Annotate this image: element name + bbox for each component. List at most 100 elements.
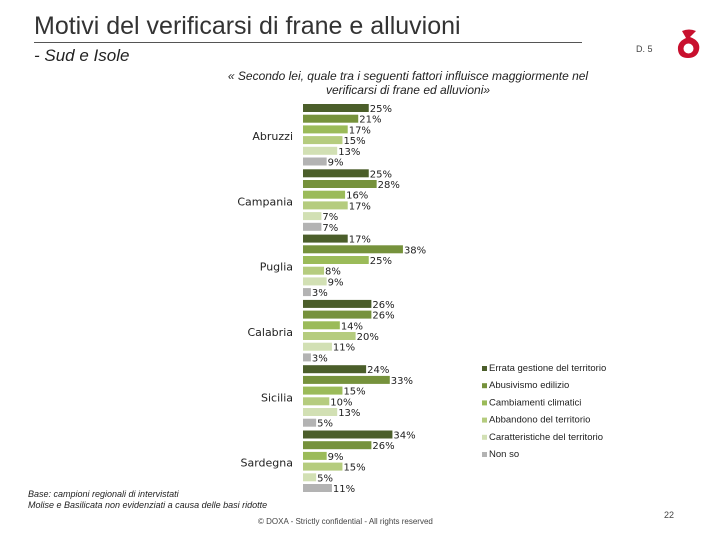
bar-abruzzi-series-4 bbox=[303, 136, 343, 145]
bar-sardegna-series-6 bbox=[303, 484, 332, 492]
data-label-puglia-series-6: 3% bbox=[312, 288, 328, 299]
bar-abruzzi-series-2 bbox=[303, 114, 359, 123]
legend-label-2: Abusivismo edilizio bbox=[489, 380, 569, 391]
data-label-puglia-series-2: 38% bbox=[404, 245, 426, 256]
data-label-campania-series-5: 7% bbox=[322, 212, 338, 223]
data-label-puglia-series-5: 9% bbox=[328, 277, 344, 288]
data-label-calabria-series-1: 26% bbox=[372, 300, 394, 311]
data-label-sardegna-series-6: 11% bbox=[333, 484, 355, 495]
data-label-sardegna-series-2: 26% bbox=[372, 441, 394, 452]
legend-label-3: Cambiamenti climatici bbox=[489, 397, 581, 408]
data-label-puglia-series-3: 25% bbox=[370, 256, 392, 267]
data-label-sardegna-series-5: 5% bbox=[317, 473, 333, 484]
title-divider bbox=[34, 42, 582, 43]
bar-puglia-series-2 bbox=[303, 245, 403, 254]
bar-sicilia-series-5 bbox=[303, 408, 338, 416]
data-label-abruzzi-series-3: 17% bbox=[349, 125, 371, 136]
data-label-sicilia-series-1: 24% bbox=[367, 365, 389, 376]
bar-calabria-series-6 bbox=[303, 353, 311, 362]
base-note-line-2: Molise e Basilicata non evidenziati a ca… bbox=[28, 500, 268, 510]
data-label-calabria-series-2: 26% bbox=[372, 311, 394, 322]
data-label-sicilia-series-2: 33% bbox=[391, 376, 413, 387]
data-label-campania-series-1: 25% bbox=[370, 169, 392, 180]
data-label-abruzzi-series-6: 9% bbox=[328, 158, 344, 169]
base-note-line-1: Base: campioni regionali di intervistati bbox=[28, 489, 179, 499]
question-code: D. 5 bbox=[636, 44, 653, 54]
legend-swatch-6 bbox=[482, 452, 487, 457]
legend-label-5: Caratteristiche del territorio bbox=[489, 432, 603, 443]
bar-calabria-series-4 bbox=[303, 332, 356, 340]
bar-sardegna-series-2 bbox=[303, 441, 372, 450]
data-label-campania-series-6: 7% bbox=[322, 223, 338, 234]
data-label-abruzzi-series-2: 21% bbox=[359, 115, 381, 126]
data-label-sardegna-series-3: 9% bbox=[328, 452, 344, 463]
bar-sardegna-series-4 bbox=[303, 462, 343, 471]
category-label-sicilia: Sicilia bbox=[261, 391, 293, 404]
bar-calabria-series-1 bbox=[303, 299, 372, 308]
bar-abruzzi-series-1 bbox=[303, 104, 369, 112]
bar-sicilia-series-1 bbox=[303, 365, 367, 374]
bar-sicilia-series-4 bbox=[303, 397, 330, 406]
bar-campania-series-3 bbox=[303, 190, 346, 199]
bar-puglia-series-6 bbox=[303, 288, 311, 297]
data-label-campania-series-3: 16% bbox=[346, 191, 368, 202]
bar-calabria-series-2 bbox=[303, 310, 372, 319]
legend-swatch-3 bbox=[482, 400, 487, 406]
bar-calabria-series-5 bbox=[303, 342, 332, 351]
bar-puglia-series-1 bbox=[303, 234, 348, 243]
page-subtitle: - Sud e Isole bbox=[34, 46, 130, 65]
page-title: Motivi del verificarsi di frane e alluvi… bbox=[34, 12, 461, 40]
bar-campania-series-5 bbox=[303, 212, 322, 221]
legend-label-4: Abbandono del territorio bbox=[489, 415, 590, 426]
bar-campania-series-6 bbox=[303, 222, 322, 231]
data-label-puglia-series-4: 8% bbox=[325, 267, 341, 278]
data-label-calabria-series-5: 11% bbox=[333, 343, 355, 354]
data-label-campania-series-4: 17% bbox=[349, 201, 371, 212]
category-label-puglia: Puglia bbox=[260, 261, 293, 274]
copyright-footer: © DOXA - Strictly confidential - All rig… bbox=[258, 517, 433, 526]
category-label-campania: Campania bbox=[237, 195, 293, 208]
page-number: 22 bbox=[664, 510, 675, 520]
category-label-abruzzi: Abruzzi bbox=[252, 130, 293, 143]
data-label-calabria-series-4: 20% bbox=[357, 332, 379, 343]
category-label-sardegna: Sardegna bbox=[241, 457, 294, 470]
bar-puglia-series-3 bbox=[303, 256, 369, 264]
data-label-abruzzi-series-4: 15% bbox=[343, 136, 365, 147]
legend-label-1: Errata gestione del territorio bbox=[489, 363, 606, 374]
bar-sicilia-series-2 bbox=[303, 375, 390, 384]
data-label-sardegna-series-4: 15% bbox=[343, 463, 365, 474]
data-label-abruzzi-series-5: 13% bbox=[338, 147, 360, 158]
data-label-sicilia-series-5: 13% bbox=[338, 408, 360, 419]
legend-swatch-1 bbox=[482, 366, 487, 371]
survey-question: « Secondo lei, quale tra i seguenti fatt… bbox=[227, 69, 589, 97]
bar-campania-series-4 bbox=[303, 201, 348, 210]
category-label-calabria: Calabria bbox=[247, 326, 293, 339]
bar-sicilia-series-3 bbox=[303, 386, 343, 395]
bar-abruzzi-series-5 bbox=[303, 146, 338, 155]
legend-label-6: Non so bbox=[489, 449, 519, 460]
bar-campania-series-2 bbox=[303, 180, 377, 188]
base-note: Base: campioni regionali di intervistati… bbox=[28, 489, 267, 511]
bar-sicilia-series-6 bbox=[303, 418, 317, 427]
data-label-calabria-series-3: 14% bbox=[341, 321, 363, 332]
data-label-sicilia-series-6: 5% bbox=[317, 419, 333, 430]
bar-sardegna-series-3 bbox=[303, 451, 327, 460]
data-label-abruzzi-series-1: 25% bbox=[370, 104, 392, 115]
bar-abruzzi-series-3 bbox=[303, 125, 348, 134]
data-label-campania-series-2: 28% bbox=[378, 180, 400, 191]
data-label-puglia-series-1: 17% bbox=[349, 235, 371, 246]
bar-campania-series-1 bbox=[303, 169, 369, 178]
bar-puglia-series-5 bbox=[303, 277, 327, 286]
doxa-logo-icon bbox=[677, 29, 700, 58]
bar-puglia-series-4 bbox=[303, 266, 325, 275]
bar-abruzzi-series-6 bbox=[303, 157, 327, 166]
data-label-sardegna-series-1: 34% bbox=[393, 431, 415, 442]
bar-calabria-series-3 bbox=[303, 321, 340, 330]
data-label-sicilia-series-4: 10% bbox=[330, 397, 352, 408]
legend-swatch-5 bbox=[482, 434, 487, 440]
data-label-calabria-series-6: 3% bbox=[312, 353, 328, 364]
data-label-sicilia-series-3: 15% bbox=[343, 387, 365, 398]
bar-sardegna-series-1 bbox=[303, 430, 393, 439]
legend-swatch-2 bbox=[482, 383, 487, 389]
